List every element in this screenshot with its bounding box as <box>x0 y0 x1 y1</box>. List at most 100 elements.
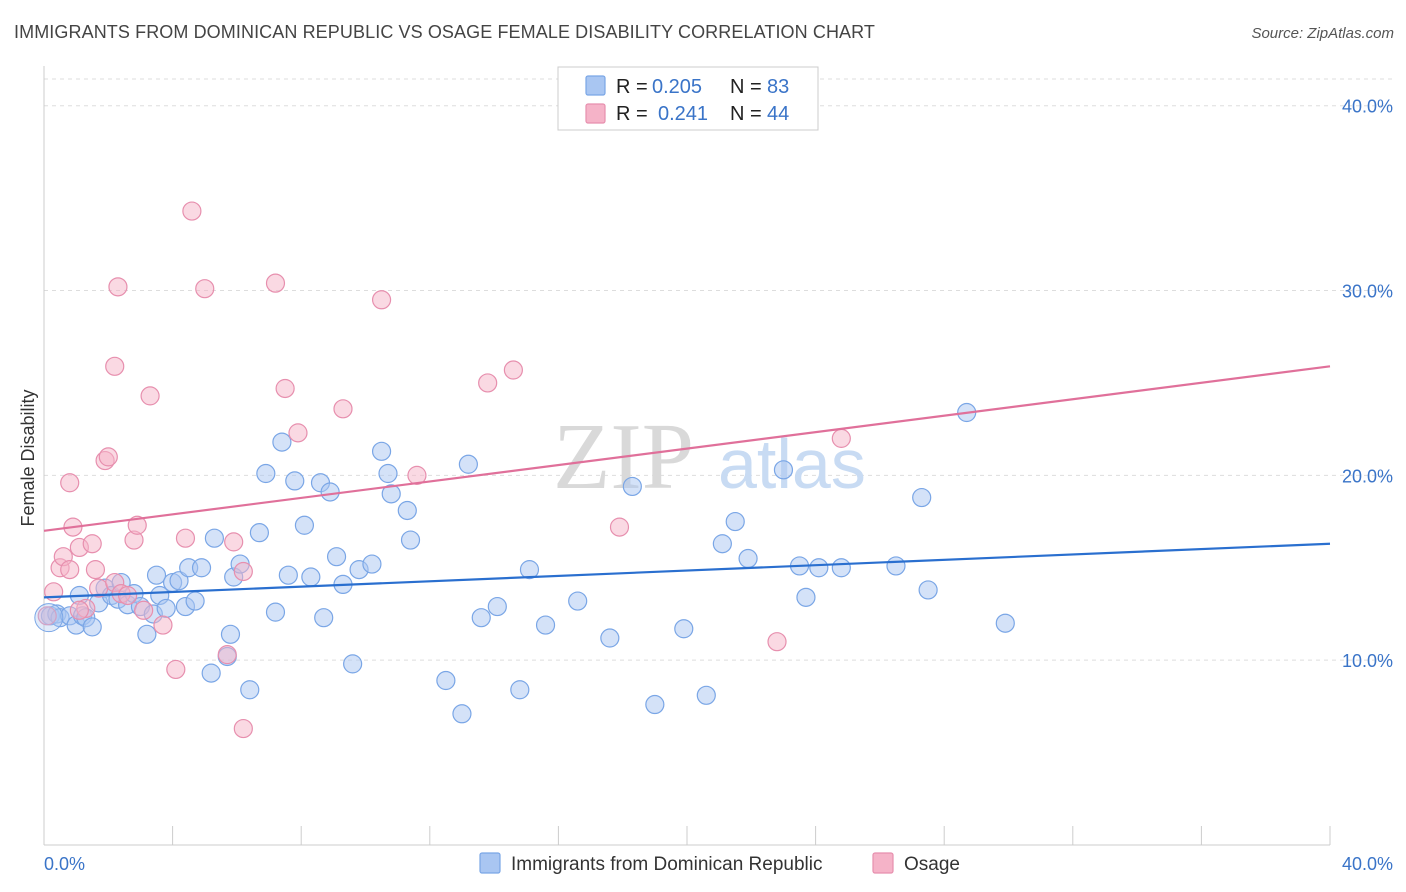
data-points <box>34 201 1015 739</box>
dominican-point-52 <box>378 463 398 484</box>
dominican-point-27 <box>191 558 212 578</box>
dominican-point-64 <box>568 591 588 611</box>
legend-r-value-1: 0.205 <box>652 76 702 98</box>
legend-n-label-2: N = <box>730 103 762 125</box>
dominican-point-38 <box>272 432 292 452</box>
osage-point-27 <box>224 532 244 552</box>
dominican-point-48 <box>343 654 363 674</box>
osage-point-21 <box>153 615 173 635</box>
legend-r-value-2: 0.241 <box>658 103 708 125</box>
x-tick-label-1: 40.0% <box>1342 854 1393 874</box>
dominican-point-44 <box>314 608 334 628</box>
dominican-point-61 <box>510 680 530 700</box>
osage-point-9 <box>85 560 106 580</box>
y-tick-label-0: 10.0% <box>1342 651 1393 671</box>
legend-n-label-1: N = <box>730 76 762 98</box>
y-tick-label-3: 40.0% <box>1342 97 1393 117</box>
dominican-point-28 <box>201 663 221 683</box>
dominican-point-57 <box>452 704 472 724</box>
x-tick-labels: 0.0% 40.0% <box>44 854 1393 874</box>
dominican-trend-line <box>43 542 1331 599</box>
dominican-point-72 <box>738 548 758 569</box>
dominican-point-46 <box>326 547 347 567</box>
x-tick-label-0: 0.0% <box>44 854 85 874</box>
osage-point-16 <box>117 585 138 606</box>
trend-lines <box>43 365 1331 599</box>
osage-point-29 <box>265 273 286 293</box>
osage-point-25 <box>195 279 215 299</box>
dominican-point-80 <box>918 580 938 600</box>
chart-title: IMMIGRANTS FROM DOMINICAN REPUBLIC VS OS… <box>14 22 876 42</box>
osage-point-28 <box>233 561 253 582</box>
bottom-legend-label-osage: Osage <box>904 854 960 875</box>
dominican-point-31 <box>220 624 241 644</box>
dominican-point-42 <box>301 567 321 587</box>
osage-point-34 <box>407 465 427 485</box>
dominican-point-76 <box>809 558 829 578</box>
dominican-point-39 <box>278 565 298 585</box>
dominican-point-40 <box>285 471 305 491</box>
osage-point-18 <box>127 515 147 535</box>
y-tick-label-2: 30.0% <box>1342 282 1393 302</box>
dominican-point-41 <box>294 515 315 535</box>
source-credit: Source: ZipAtlas.com <box>1251 25 1394 42</box>
legend-r-label-1: R = <box>616 76 648 98</box>
dominican-point-75 <box>796 587 816 607</box>
osage-point-30 <box>275 378 295 399</box>
dominican-point-67 <box>645 694 665 715</box>
legend-n-value-2: 44 <box>767 103 789 125</box>
bottom-legend-swatch-pink <box>872 852 894 874</box>
dominican-point-63 <box>535 615 556 635</box>
dominican-point-36 <box>256 463 276 484</box>
osage-point-22 <box>166 659 186 680</box>
osage-point-12 <box>98 447 118 467</box>
dominican-point-53 <box>381 484 401 504</box>
osage-point-23 <box>175 528 196 548</box>
dominican-point-71 <box>725 511 745 532</box>
dominican-point-51 <box>371 441 392 461</box>
dominican-point-79 <box>912 487 932 508</box>
legend-swatch-pink <box>585 103 606 124</box>
dominican-point-50 <box>362 554 382 574</box>
dominican-point-8 <box>82 617 102 637</box>
dominican-point-69 <box>696 685 716 705</box>
dominican-point-59 <box>471 608 491 628</box>
dominican-point-54 <box>397 500 417 521</box>
osage-point-24 <box>182 201 202 221</box>
dominican-point-56 <box>436 670 456 691</box>
osage-point-20 <box>140 386 160 406</box>
dominican-point-78 <box>886 556 906 576</box>
osage-point-36 <box>503 360 523 380</box>
y-tick-labels: 10.0% 20.0% 30.0% 40.0% <box>1342 97 1393 671</box>
y-axis-label: Female Disability <box>18 389 38 526</box>
dominican-point-58 <box>458 454 478 474</box>
osage-point-39 <box>831 428 851 448</box>
osage-point-41 <box>105 356 125 376</box>
dominican-point-68 <box>674 619 694 639</box>
osage-point-4 <box>60 560 80 580</box>
osage-point-8 <box>82 534 102 554</box>
legend-r-label-2: R = <box>616 103 648 125</box>
osage-point-0 <box>37 606 57 626</box>
dominican-point-82 <box>995 613 1015 633</box>
dominican-point-21 <box>156 598 176 619</box>
dominican-point-60 <box>487 596 507 617</box>
watermark: ZIP atlas <box>553 405 866 509</box>
dominican-point-65 <box>600 628 620 648</box>
osage-point-32 <box>333 399 353 419</box>
dominican-point-35 <box>249 523 270 543</box>
dominican-point-73 <box>773 460 794 480</box>
y-tick-label-1: 20.0% <box>1342 466 1393 486</box>
osage-point-14 <box>108 277 128 297</box>
osage-point-38 <box>767 632 787 652</box>
osage-point-35 <box>478 373 498 393</box>
osage-point-26 <box>217 645 237 665</box>
osage-point-42 <box>69 600 89 620</box>
bottom-legend-swatch-blue <box>479 852 501 874</box>
osage-point-40 <box>60 473 80 493</box>
dominican-point-29 <box>204 528 224 548</box>
osage-point-37 <box>609 517 630 537</box>
dominican-point-37 <box>265 602 286 622</box>
dominican-point-77 <box>831 558 851 578</box>
